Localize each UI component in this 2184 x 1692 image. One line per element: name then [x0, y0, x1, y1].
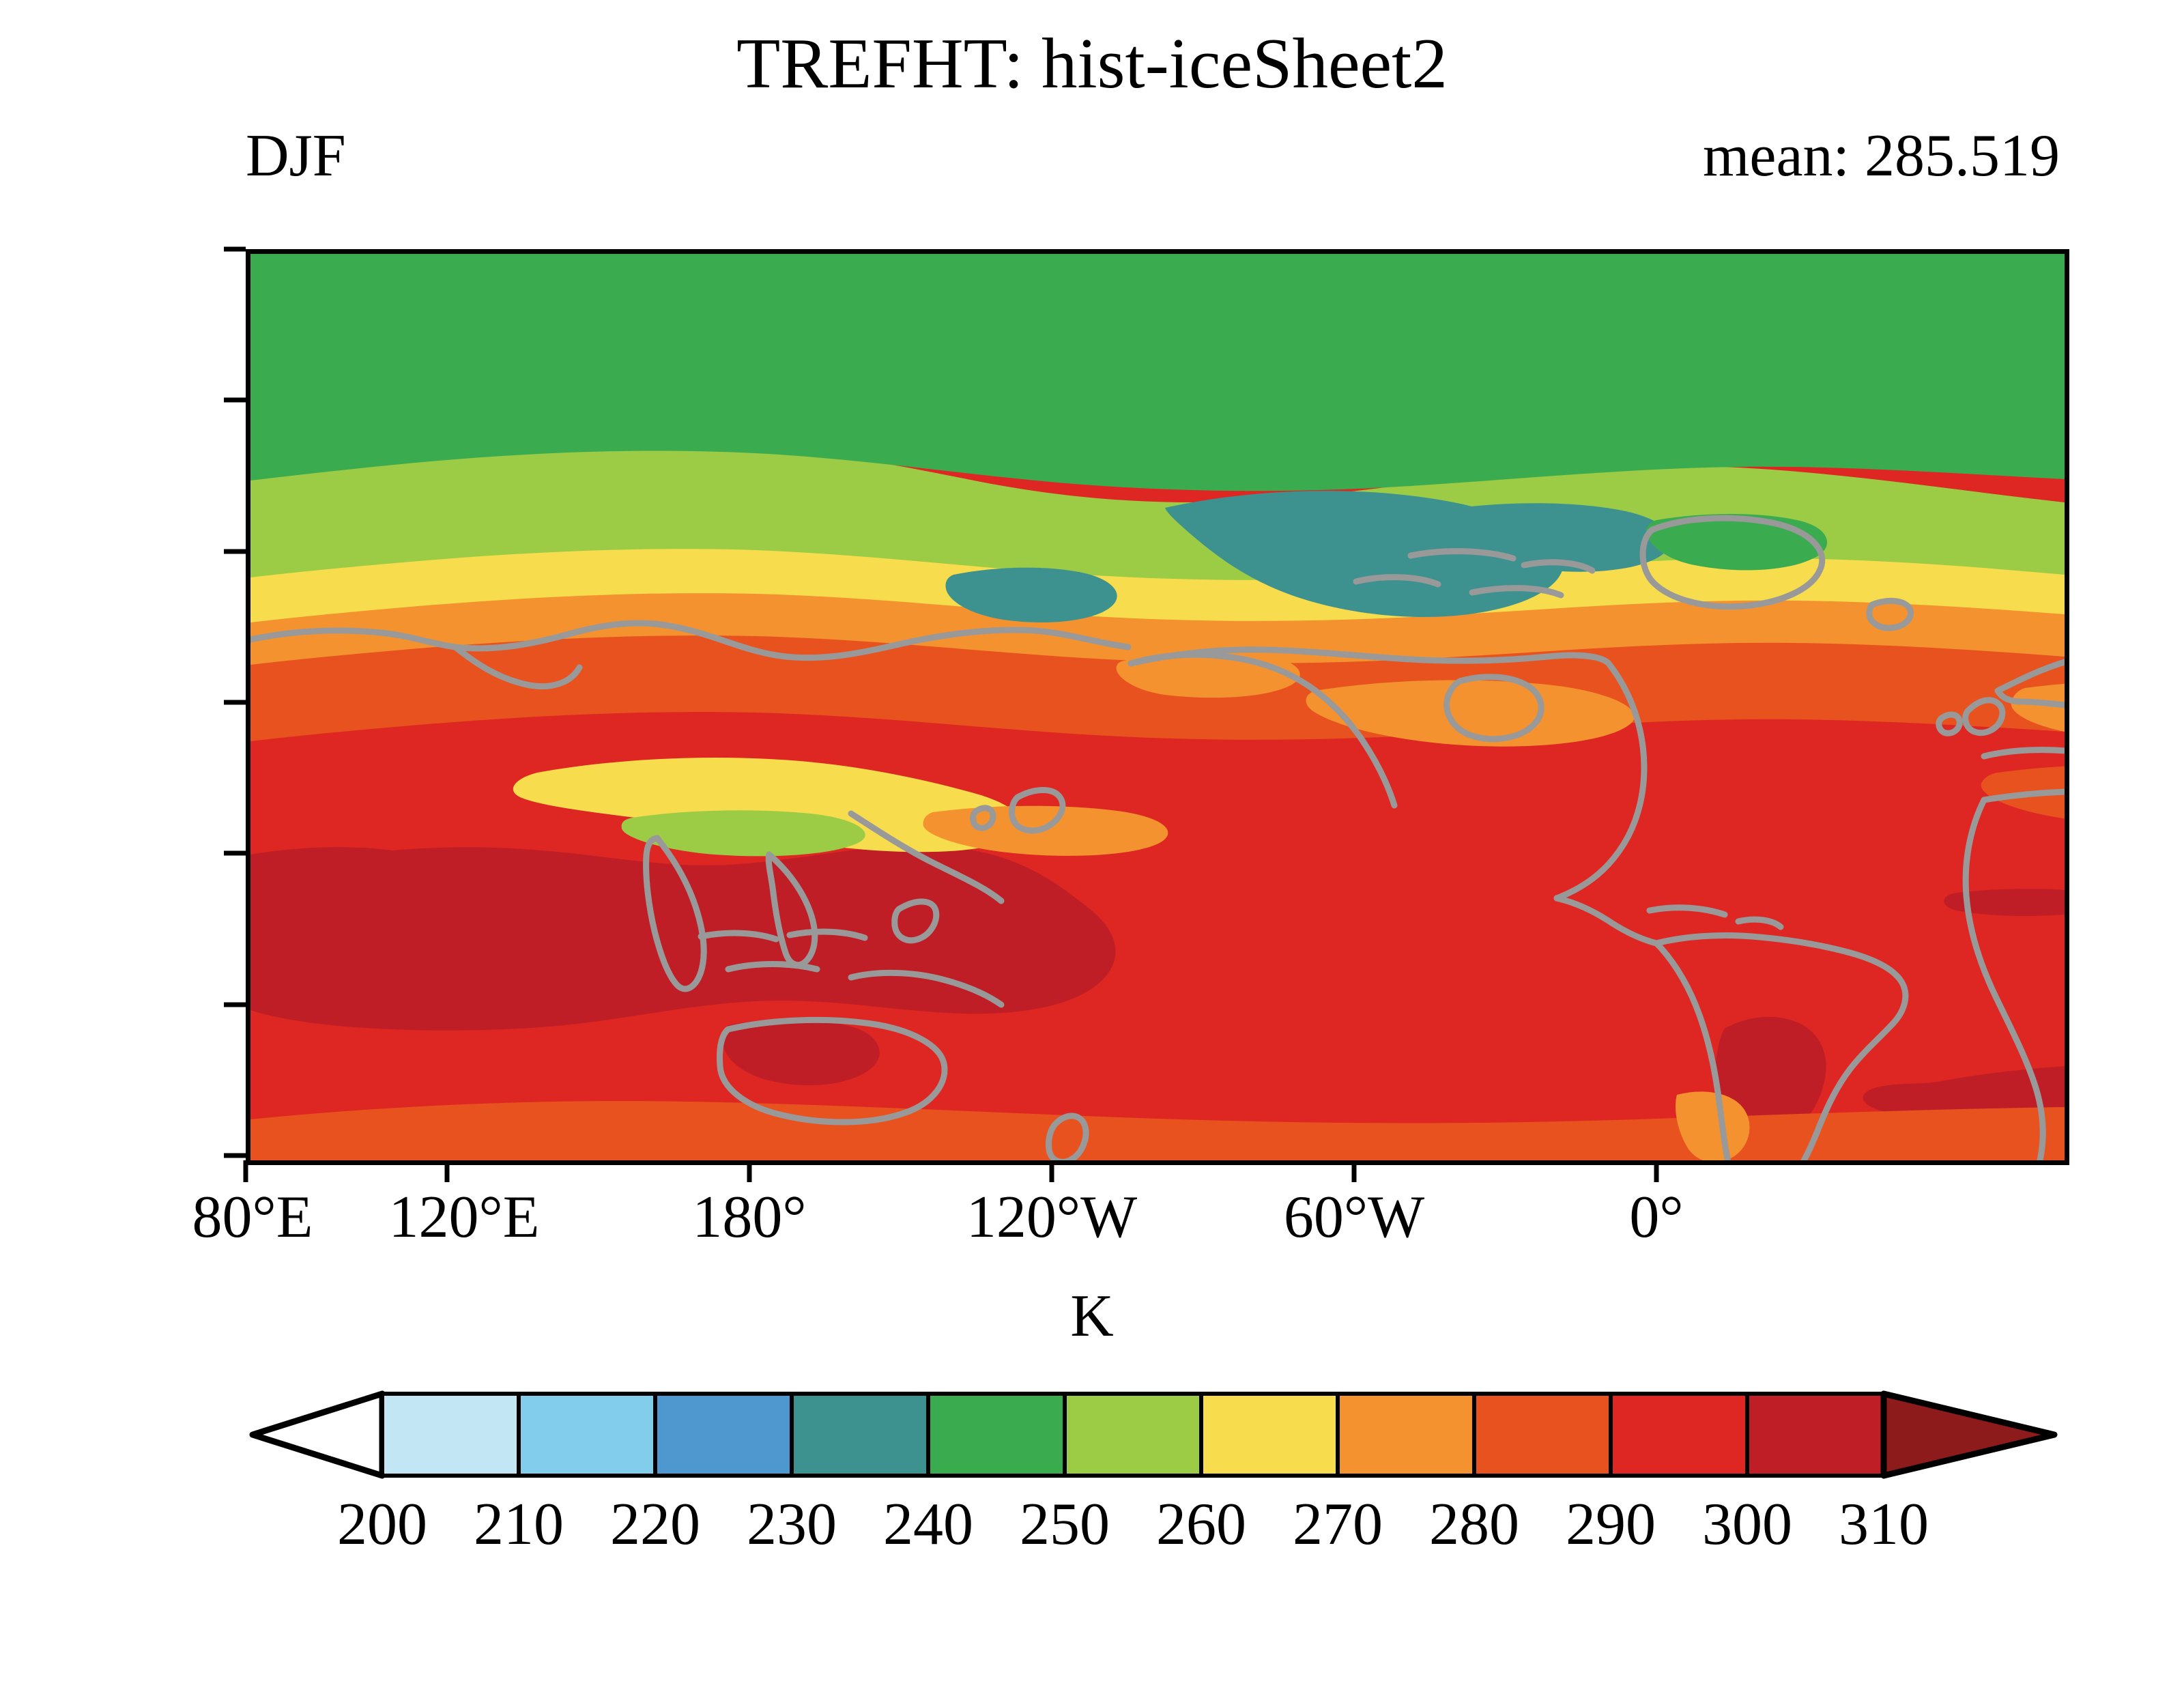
x-tick-label-120e: 120°E	[388, 1184, 540, 1250]
y-tick-mark	[224, 397, 246, 403]
colorbar-cell-6	[1199, 1392, 1340, 1478]
colorbar-tick-200: 200	[337, 1491, 427, 1558]
colorbar-cell-3	[790, 1392, 930, 1478]
colorbar[interactable]	[246, 1387, 2061, 1482]
colorbar-cell-7	[1336, 1392, 1476, 1478]
x-tick-mark	[747, 1160, 752, 1182]
page-title: TREFHT: hist-iceSheet2	[736, 23, 1448, 103]
colorbar-cells	[380, 1392, 1886, 1478]
patch-namerica-orange	[1306, 680, 1635, 747]
patch-central-asia-yellow	[513, 758, 1023, 852]
x-tick-mark	[1351, 1160, 1357, 1182]
colorbar-tick-280: 280	[1429, 1491, 1519, 1558]
y-tick-mark	[224, 549, 246, 554]
band-300-310-sahel	[1944, 889, 2065, 916]
x-tick-label-120w: 120°W	[966, 1184, 1138, 1250]
band-300-310-africa	[1863, 1066, 2065, 1119]
colorbar-tick-250: 250	[1020, 1491, 1110, 1558]
map-plot-area[interactable]	[246, 249, 2069, 1165]
colorbar-swatches[interactable]	[246, 1387, 2061, 1482]
band-300-310	[250, 846, 1116, 1031]
y-tick-mark	[224, 246, 246, 252]
colorbar-cell-9	[1609, 1392, 1749, 1478]
band-240-250-n	[250, 254, 2065, 491]
colorbar-tick-220: 220	[610, 1491, 700, 1558]
patch-tibet-green	[621, 810, 865, 857]
colorbar-cell-1	[517, 1392, 657, 1478]
y-tick-mark	[224, 700, 246, 705]
global-mean-label: mean: 285.519	[1702, 123, 2060, 189]
colorbar-cell-5	[1063, 1392, 1203, 1478]
x-tick-mark	[444, 1160, 450, 1182]
colorbar-unit-label: K	[1070, 1283, 1114, 1349]
x-tick-label-0: 0°	[1629, 1184, 1684, 1250]
patch-patagonia-orange	[1676, 1091, 1750, 1160]
contour-bands	[250, 254, 2065, 1160]
y-tick-mark	[224, 1153, 246, 1158]
patch-europe-orange	[2011, 683, 2065, 732]
y-tick-mark	[224, 850, 246, 856]
band-230-240-siberia	[945, 567, 1117, 622]
colorbar-cell-4	[926, 1392, 1067, 1478]
colorbar-cell-2	[653, 1392, 794, 1478]
colorbar-tick-310: 310	[1839, 1491, 1929, 1558]
x-tick-mark	[243, 1160, 248, 1182]
colorbar-over-arrow	[1880, 1390, 2058, 1479]
y-tick-mark	[224, 1002, 246, 1007]
coastlines	[250, 515, 2065, 1160]
colorbar-tick-300: 300	[1702, 1491, 1792, 1558]
x-tick-mark	[1654, 1160, 1659, 1182]
x-tick-label-60w: 60°W	[1283, 1184, 1425, 1250]
band-280-290-s	[250, 1101, 2065, 1160]
colorbar-under-arrow	[249, 1390, 386, 1479]
band-300-310-indian	[250, 847, 457, 938]
colorbar-cell-10	[1745, 1392, 1886, 1478]
colorbar-tick-230: 230	[747, 1491, 837, 1558]
x-tick-label-180: 180°	[692, 1184, 807, 1250]
x-tick-label-80e: 80°E	[192, 1184, 313, 1250]
colorbar-tick-290: 290	[1566, 1491, 1656, 1558]
temperature-contour-map	[250, 254, 2065, 1160]
colorbar-tick-240: 240	[883, 1491, 973, 1558]
colorbar-tick-260: 260	[1156, 1491, 1246, 1558]
colorbar-tick-210: 210	[474, 1491, 564, 1558]
x-tick-mark	[1049, 1160, 1054, 1182]
colorbar-tick-270: 270	[1293, 1491, 1383, 1558]
band-300-310-australia	[722, 1019, 880, 1086]
season-label: DJF	[246, 123, 346, 189]
colorbar-cell-8	[1472, 1392, 1613, 1478]
map-canvas	[250, 254, 2065, 1160]
colorbar-cell-0	[380, 1392, 521, 1478]
